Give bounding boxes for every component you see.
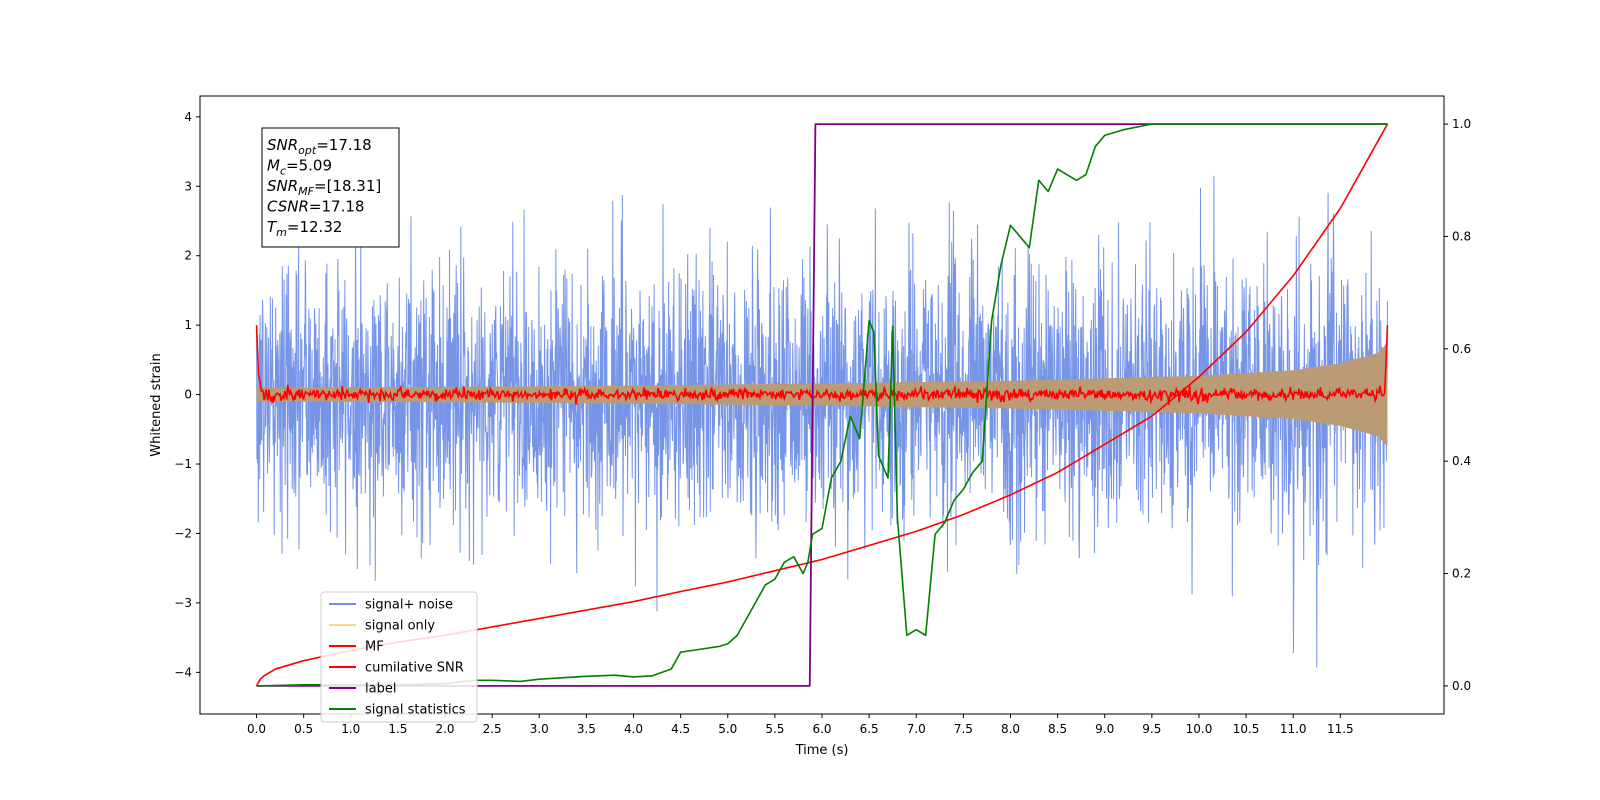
y-tick-label: −4 [174, 665, 192, 679]
x-axis: 0.0 0.5 1.0 1.5 2.0 2.5 3.0 3.5 4.0 4.5 5.0 5.5 6.0 6… [247, 714, 1354, 736]
x-axis-label: Time (s) [795, 743, 849, 758]
x-tick-label: 3.0 [530, 722, 549, 736]
series-mf-line [255, 325, 1389, 405]
legend: signal+ noise signal only MF cumilative SNR… [320, 591, 478, 723]
annotation-line: Tm=12.32 [267, 218, 342, 239]
y-axis-label: Whitened strain [149, 353, 164, 456]
y-tick-label: −3 [174, 596, 192, 610]
x-tick-label: 8.0 [1001, 722, 1020, 736]
series-signal-noise-line [256, 175, 1388, 668]
annotation-frame [261, 127, 400, 248]
x-tick-label: 6.5 [860, 722, 879, 736]
legend-label: cumilative SNR [365, 661, 464, 676]
legend-label: MF [365, 640, 384, 655]
y-right-tick-label: 1.0 [1452, 117, 1471, 131]
annotation-line: CSNR=17.18 [267, 198, 364, 216]
y-right-tick-label: 0.8 [1452, 229, 1471, 243]
y-axis-left: 4 3 2 1 0 −1 −2 −3 −4 [174, 110, 200, 679]
x-tick-label: 9.5 [1142, 722, 1161, 736]
y-tick-label: 3 [184, 179, 192, 193]
x-tick-label: 8.5 [1048, 722, 1067, 736]
legend-label: signal statistics [365, 703, 466, 718]
x-tick-label: 1.0 [341, 722, 360, 736]
legend-frame [320, 591, 478, 723]
x-tick-label: 5.5 [765, 722, 784, 736]
y-tick-label: 0 [184, 388, 192, 402]
legend-label: label [365, 682, 396, 697]
annotation-box: SNRopt=17.18Mc=5.09SNRMF=[18.31]CSNR=17.… [261, 127, 400, 248]
y-right-tick-label: 0.2 [1452, 567, 1471, 581]
y-right-tick-label: 0.6 [1452, 342, 1471, 356]
x-tick-label: 10.5 [1233, 722, 1260, 736]
legend-label: signal only [365, 619, 435, 634]
annotation-line: Mc=5.09 [267, 157, 332, 178]
series-signal-statistics-line [256, 123, 1388, 687]
x-tick-label: 9.0 [1095, 722, 1114, 736]
x-tick-label: 2.0 [435, 722, 454, 736]
y-tick-label: 4 [184, 110, 192, 124]
x-tick-label: 7.0 [907, 722, 926, 736]
y-tick-label: −2 [174, 526, 192, 540]
x-tick-label: 4.0 [624, 722, 643, 736]
x-tick-label: 4.5 [671, 722, 690, 736]
x-tick-label: 10.0 [1186, 722, 1213, 736]
y-right-tick-label: 0.0 [1452, 679, 1471, 693]
y-right-tick-label: 0.4 [1452, 454, 1471, 468]
x-tick-label: 2.5 [483, 722, 502, 736]
x-tick-label: 7.5 [954, 722, 973, 736]
y-tick-label: 1 [184, 318, 192, 332]
x-tick-label: 3.5 [577, 722, 596, 736]
series-signal-only-band [256, 342, 1388, 447]
annotation-line: SNRMF=[18.31] [267, 177, 381, 198]
x-tick-label: 0.0 [247, 722, 266, 736]
x-tick-label: 0.5 [294, 722, 313, 736]
x-tick-label: 11.5 [1327, 722, 1354, 736]
legend-label: signal+ noise [365, 598, 453, 613]
y-tick-label: −1 [174, 457, 192, 471]
x-tick-label: 6.0 [812, 722, 831, 736]
annotation-line: SNRopt=17.18 [267, 136, 372, 157]
x-tick-label: 5.0 [718, 722, 737, 736]
x-tick-label: 11.0 [1280, 722, 1307, 736]
series-label-line [256, 123, 1388, 687]
y-axis-right: 1.0 0.8 0.6 0.4 0.2 0.0 [1444, 117, 1471, 693]
y-tick-label: 2 [184, 249, 192, 263]
x-tick-label: 1.5 [388, 722, 407, 736]
